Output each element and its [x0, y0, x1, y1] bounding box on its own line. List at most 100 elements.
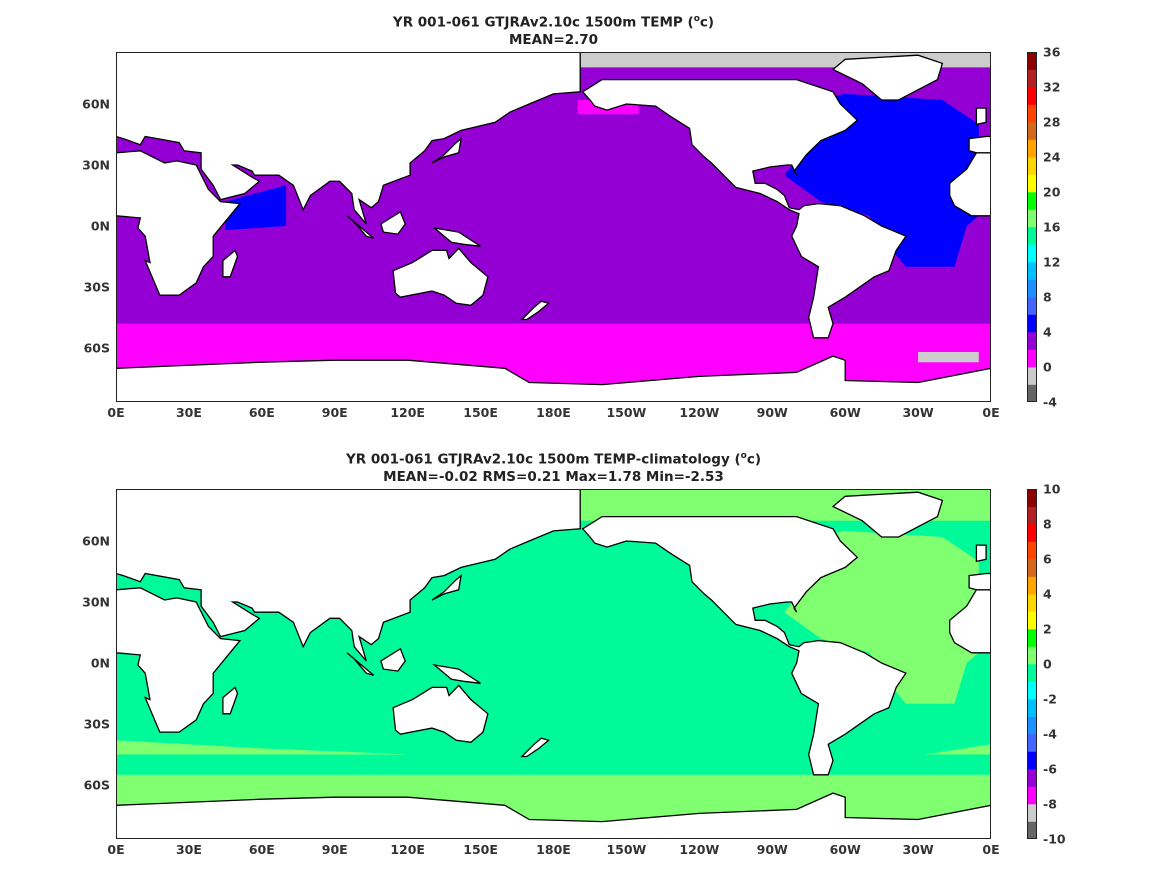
land-antarctica — [116, 355, 991, 402]
land-japan — [431, 573, 463, 601]
colorbar-swatch — [1027, 244, 1037, 263]
colorbar-tick-label: 0 — [1043, 359, 1052, 375]
land-borneo — [380, 647, 406, 672]
colorbar-swatch — [1027, 734, 1037, 752]
x-tick-label: 90W — [756, 405, 788, 420]
y-tick-label: 60N — [82, 533, 110, 549]
colorbar-swatch — [1027, 751, 1037, 770]
atlantic-field — [784, 93, 979, 267]
colorbar-tick-label: 12 — [1043, 254, 1061, 270]
x-tick-label: 60E — [248, 842, 275, 857]
colorbar-swatch — [1027, 541, 1037, 560]
x-tick-label: 90E — [321, 405, 348, 420]
colorbar-temp — [1027, 52, 1037, 402]
colorbar-tick-label: -4 — [1043, 394, 1057, 410]
land-americas — [581, 78, 907, 339]
colorbar-swatch — [1027, 227, 1037, 245]
x-tick-label: 0E — [107, 842, 125, 857]
colorbar-swatch — [1027, 699, 1037, 717]
colorbar-tick-label: 2 — [1043, 621, 1052, 637]
colorbar-tick-label: -10 — [1043, 831, 1066, 847]
x-tick-label: 60W — [829, 405, 861, 420]
colorbar-swatch — [1027, 209, 1037, 228]
x-tick-label: 30W — [902, 405, 934, 420]
x-tick-label: 90E — [321, 842, 348, 857]
map-panel-temp — [116, 52, 991, 402]
atlantic-field — [784, 530, 979, 704]
land-new-guinea — [432, 226, 481, 247]
land-madagascar — [222, 249, 239, 278]
y-tick-label: 0N — [90, 218, 110, 234]
x-tick-label: 0E — [982, 842, 1000, 857]
colorbar-tick-label: 6 — [1043, 551, 1052, 567]
x-tick-label: 30W — [902, 842, 934, 857]
colorbar-swatch — [1027, 69, 1037, 88]
x-tick-label: 0E — [107, 405, 125, 420]
land-borneo — [380, 210, 406, 235]
map-frame — [116, 489, 991, 839]
land-uk — [975, 107, 987, 126]
y-tick-label: 30N — [82, 594, 110, 610]
colorbar-swatch — [1027, 349, 1037, 368]
colorbar-swatch — [1027, 122, 1037, 140]
land-new-guinea — [432, 663, 481, 684]
colorbar-swatch — [1027, 524, 1037, 542]
title-text: YR 001-061 GTJRAv2.10c 1500m TEMP-climat… — [345, 451, 741, 468]
panel-1-title: YR 001-061 GTJRAv2.10c 1500m TEMP (oc) M… — [116, 11, 991, 49]
colorbar-swatch — [1027, 367, 1037, 385]
colorbar-tick-label: 24 — [1043, 149, 1061, 165]
x-tick-label: 120W — [679, 842, 720, 857]
x-tick-label: 180E — [536, 842, 571, 857]
colorbar-tick-label: -4 — [1043, 726, 1057, 742]
colorbar-swatch — [1027, 646, 1037, 665]
land-sumatra — [346, 652, 375, 676]
y-tick-label: 30S — [83, 279, 110, 295]
colorbar-swatch — [1027, 297, 1037, 315]
y-tick-label: 60S — [83, 340, 110, 356]
title-stats: MEAN=2.70 — [508, 31, 599, 48]
y-tick-label: 30S — [83, 716, 110, 732]
title-sup: o — [740, 451, 747, 461]
x-tick-label: 150W — [606, 405, 647, 420]
x-tick-label: 30E — [175, 405, 202, 420]
colorbar-tick-label: 10 — [1043, 481, 1061, 497]
x-tick-label: 90W — [756, 842, 788, 857]
colorbar-swatch — [1027, 611, 1037, 630]
colorbar-swatch — [1027, 192, 1037, 210]
x-tick-label: 150W — [606, 842, 647, 857]
x-tick-label: 150E — [463, 842, 498, 857]
colorbar-swatch — [1027, 821, 1037, 839]
colorbar-tick-label: 20 — [1043, 184, 1061, 200]
colorbar-tick-label: 4 — [1043, 586, 1052, 602]
colorbar-swatch — [1027, 559, 1037, 577]
land-africa — [116, 150, 242, 296]
colorbar-frame — [1027, 52, 1037, 402]
colorbar-tick-label: 16 — [1043, 219, 1061, 235]
colorbar-swatch — [1027, 769, 1037, 787]
colorbar-tick-label: 0 — [1043, 656, 1052, 672]
colorbar-frame — [1027, 489, 1037, 839]
colorbar-swatch — [1027, 681, 1037, 700]
x-tick-label: 120W — [679, 405, 720, 420]
land-new-zealand — [520, 300, 550, 321]
title-unit: c) — [699, 14, 715, 31]
colorbar-tick-label: 32 — [1043, 79, 1061, 95]
land-greenland — [831, 54, 944, 101]
colorbar-swatch — [1027, 576, 1037, 595]
colorbar-swatch — [1027, 139, 1037, 158]
title-stats: MEAN=-0.02 RMS=0.21 Max=1.78 Min=-2.53 — [383, 468, 724, 485]
colorbar-swatch — [1027, 262, 1037, 280]
colorbar-tick-label: -2 — [1043, 691, 1057, 707]
land-iberia — [968, 572, 991, 591]
land-eurasia — [116, 489, 581, 662]
colorbar-tick-label: 8 — [1043, 516, 1052, 532]
x-tick-label: 0E — [982, 405, 1000, 420]
land-australia — [392, 684, 489, 743]
x-tick-label: 150E — [463, 405, 498, 420]
x-tick-label: 180E — [536, 405, 571, 420]
land-iberia — [968, 135, 991, 154]
colorbar-swatch — [1027, 157, 1037, 175]
colorbar-swatch — [1027, 87, 1037, 105]
land-africa — [116, 587, 242, 733]
